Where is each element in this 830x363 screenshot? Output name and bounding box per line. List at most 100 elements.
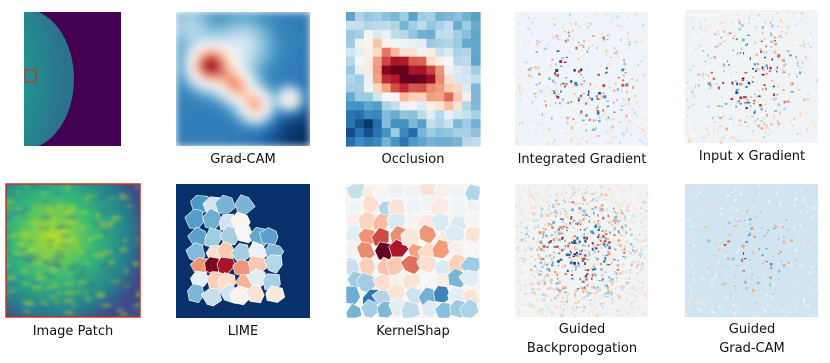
pixel xyxy=(23,310,30,314)
pixel xyxy=(564,206,565,207)
pixel xyxy=(603,141,604,142)
pixel xyxy=(578,300,579,303)
pixel xyxy=(520,69,521,71)
pixel xyxy=(536,224,537,226)
pixel xyxy=(277,29,283,35)
pixel xyxy=(299,18,305,24)
pixel xyxy=(810,253,812,254)
pixel xyxy=(520,43,522,46)
pixel xyxy=(519,196,520,197)
pixel xyxy=(540,224,542,226)
pixel xyxy=(215,124,221,130)
pixel xyxy=(728,60,730,62)
pixel xyxy=(569,13,571,16)
pixel xyxy=(132,243,146,246)
pixel xyxy=(794,24,797,26)
pixel xyxy=(560,314,562,317)
pixel xyxy=(576,311,579,313)
pixel xyxy=(776,203,778,205)
pixel xyxy=(746,139,748,141)
pixel xyxy=(566,294,568,297)
pixel xyxy=(640,207,642,209)
pixel xyxy=(541,308,543,311)
pixel xyxy=(606,101,609,102)
pixel xyxy=(249,46,255,52)
pixel xyxy=(608,257,610,260)
pixel xyxy=(587,221,588,222)
pixel xyxy=(204,18,210,24)
pixel xyxy=(605,118,606,120)
pixel xyxy=(561,117,563,119)
pixel xyxy=(215,101,221,107)
guided-grad-cam-map xyxy=(685,184,818,317)
pixel xyxy=(794,249,797,251)
pixel xyxy=(570,101,572,103)
pixel xyxy=(530,268,532,270)
pixel xyxy=(182,96,188,102)
pixel xyxy=(776,12,779,14)
pixel xyxy=(557,74,559,77)
pixel xyxy=(517,288,520,290)
pixel xyxy=(193,135,199,141)
pixel xyxy=(30,221,39,225)
pixel xyxy=(243,135,249,141)
pixel xyxy=(783,236,785,238)
pixel xyxy=(243,29,249,35)
pixel xyxy=(778,25,779,28)
pixel xyxy=(564,62,567,63)
pixel xyxy=(694,109,696,110)
pixel xyxy=(553,140,556,142)
pixel xyxy=(540,204,542,206)
pixel xyxy=(796,82,797,85)
pixel xyxy=(221,34,227,40)
pixel xyxy=(580,237,582,239)
pixel xyxy=(237,118,243,124)
pixel xyxy=(444,21,454,31)
pixel xyxy=(617,264,619,267)
pixel xyxy=(587,65,589,67)
pixel xyxy=(756,68,758,71)
pixel xyxy=(409,66,419,76)
pixel xyxy=(780,112,781,115)
pixel xyxy=(226,118,232,124)
pixel xyxy=(803,43,805,45)
mammogram xyxy=(0,9,121,149)
pixel xyxy=(537,298,538,300)
pixel xyxy=(193,73,199,79)
pixel xyxy=(521,36,523,39)
pixel xyxy=(737,308,738,311)
pixel xyxy=(453,75,463,85)
pixel xyxy=(548,307,550,309)
pixel xyxy=(579,26,580,27)
pixel xyxy=(542,229,544,231)
pixel xyxy=(46,245,55,247)
pixel xyxy=(720,37,722,39)
pixel xyxy=(607,106,610,107)
pixel xyxy=(608,241,611,243)
pixel xyxy=(628,98,630,100)
pixel xyxy=(56,238,60,243)
pixel xyxy=(260,79,266,85)
pixel xyxy=(41,260,47,264)
pixel xyxy=(600,193,603,196)
pixel xyxy=(644,70,647,73)
pixel xyxy=(746,99,748,100)
pixel xyxy=(400,110,410,120)
pixel xyxy=(546,203,548,206)
pixel xyxy=(628,112,631,113)
pixel xyxy=(762,69,764,70)
pixel xyxy=(522,12,525,13)
pixel xyxy=(304,79,310,85)
pixel xyxy=(744,72,747,73)
pixel xyxy=(382,66,392,76)
pixel xyxy=(710,87,712,89)
pixel xyxy=(596,313,598,315)
pixel xyxy=(585,105,587,107)
pixel xyxy=(717,46,719,48)
pixel xyxy=(763,136,765,138)
pixel xyxy=(725,103,728,104)
pixel xyxy=(600,306,601,308)
pixel xyxy=(765,125,767,126)
pixel xyxy=(602,209,604,211)
pixel xyxy=(582,219,584,221)
